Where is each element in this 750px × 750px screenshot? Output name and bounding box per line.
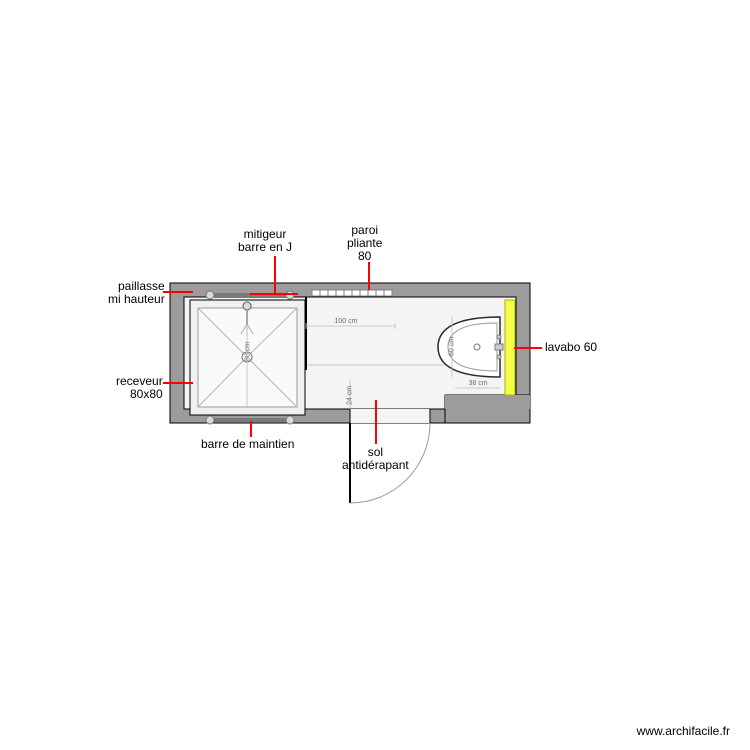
label-sol: sol antidérapant [342, 446, 409, 472]
credit-link[interactable]: www.archifacile.fr [637, 724, 730, 738]
plan-svg [0, 0, 750, 750]
lead-lavabo [514, 347, 542, 349]
lead-mitigeur-v [274, 256, 276, 294]
dim-24cm: 24 cm [347, 380, 354, 412]
floorplan-canvas: 100 cm 80 cm 24 cm 60 cm 38 cm mitigeur … [0, 0, 750, 750]
lead-receveur [163, 382, 193, 384]
dim-38cm: 38 cm [462, 380, 494, 387]
label-paillasse: paillasse mi hauteur [108, 280, 165, 306]
label-mitigeur: mitigeur barre en J [238, 228, 292, 254]
dim-60cm: 60 cm [449, 331, 456, 363]
dim-100cm: 100 cm [326, 318, 366, 325]
label-barre: barre de maintien [201, 438, 294, 451]
lead-sol [375, 400, 377, 444]
lead-paroi [368, 262, 370, 290]
lead-paillasse [163, 291, 193, 293]
label-paroi: paroi pliante 80 [347, 224, 382, 263]
label-receveur: receveur 80x80 [116, 375, 163, 401]
folding-screen [312, 290, 392, 296]
lead-barre [250, 421, 252, 437]
dim-80cm: 80 cm [245, 334, 252, 370]
label-lavabo: lavabo 60 [545, 341, 597, 354]
